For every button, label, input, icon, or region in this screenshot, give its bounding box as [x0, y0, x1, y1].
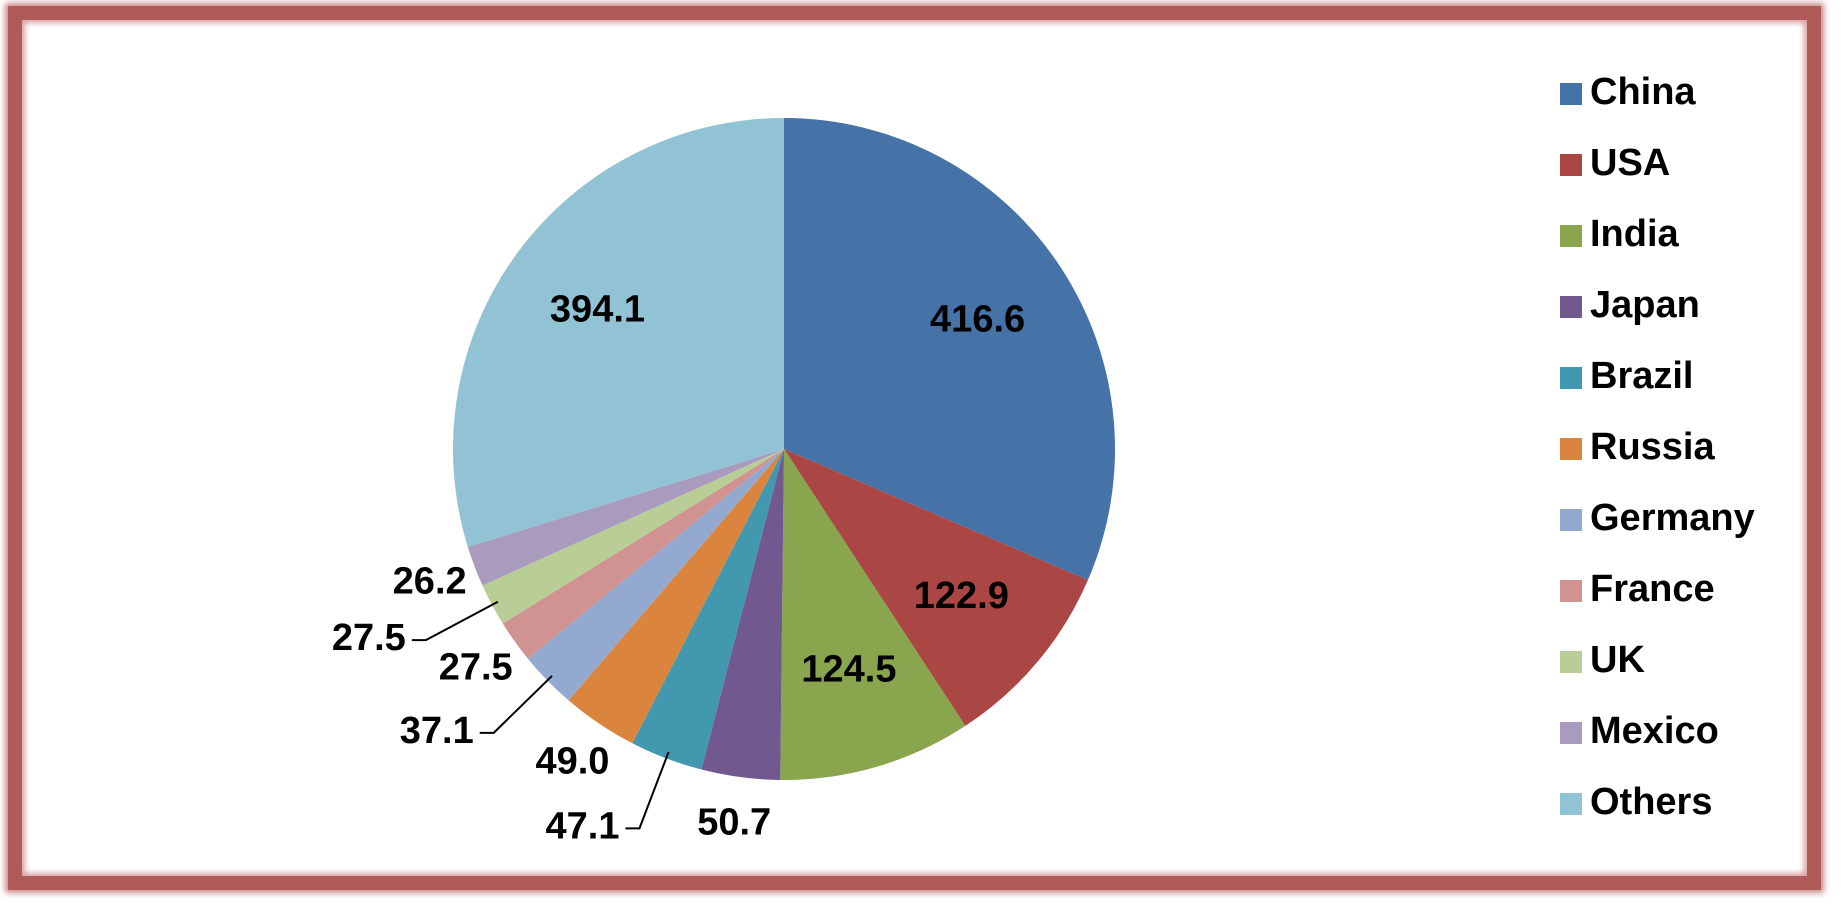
legend-label: India — [1590, 213, 1680, 255]
pie-slice — [632, 449, 784, 770]
legend-swatch — [1560, 367, 1582, 389]
leader-line — [625, 751, 670, 830]
pie-slice — [527, 449, 784, 701]
legend-label: Mexico — [1590, 710, 1719, 752]
data-label: 27.5 — [332, 617, 406, 659]
data-label: 416.6 — [930, 299, 1025, 341]
data-label: 50.7 — [697, 802, 771, 844]
legend-swatch — [1560, 296, 1582, 318]
pie-slice — [568, 449, 784, 744]
legend-swatch — [1560, 225, 1582, 247]
legend-label: Japan — [1590, 284, 1700, 326]
pie-slice — [452, 117, 784, 548]
legend-swatch — [1560, 722, 1582, 744]
legend-label: France — [1590, 568, 1715, 610]
pie-slice — [780, 449, 966, 780]
legend-swatch — [1560, 83, 1582, 105]
data-label: 49.0 — [535, 741, 609, 783]
data-label: 47.1 — [546, 805, 620, 847]
pie-slice — [502, 449, 784, 659]
legend-label: UK — [1590, 639, 1645, 681]
legend-label: Germany — [1590, 497, 1755, 539]
data-label: 26.2 — [393, 561, 467, 603]
data-label: 394.1 — [550, 289, 645, 331]
legend-label: Russia — [1590, 426, 1715, 468]
pie-slice — [482, 449, 784, 624]
pie-slice — [467, 449, 784, 586]
data-label: 122.9 — [914, 575, 1009, 617]
leader-line — [411, 600, 499, 642]
data-label: 37.1 — [400, 710, 474, 752]
legend-swatch — [1560, 793, 1582, 815]
legend-label: China — [1590, 71, 1696, 113]
pie-slice — [701, 449, 784, 780]
legend-swatch — [1560, 438, 1582, 460]
legend-swatch — [1560, 651, 1582, 673]
data-label: 124.5 — [801, 648, 896, 690]
pie-slice — [784, 449, 1088, 726]
data-label: 27.5 — [439, 647, 513, 689]
legend-swatch — [1560, 154, 1582, 176]
leader-line — [479, 675, 553, 734]
legend-label: USA — [1590, 142, 1670, 184]
pie-slice — [784, 118, 1115, 581]
legend-label: Others — [1590, 781, 1712, 823]
legend-swatch — [1560, 580, 1582, 602]
legend-label: Brazil — [1590, 355, 1693, 397]
legend-swatch — [1560, 509, 1582, 531]
